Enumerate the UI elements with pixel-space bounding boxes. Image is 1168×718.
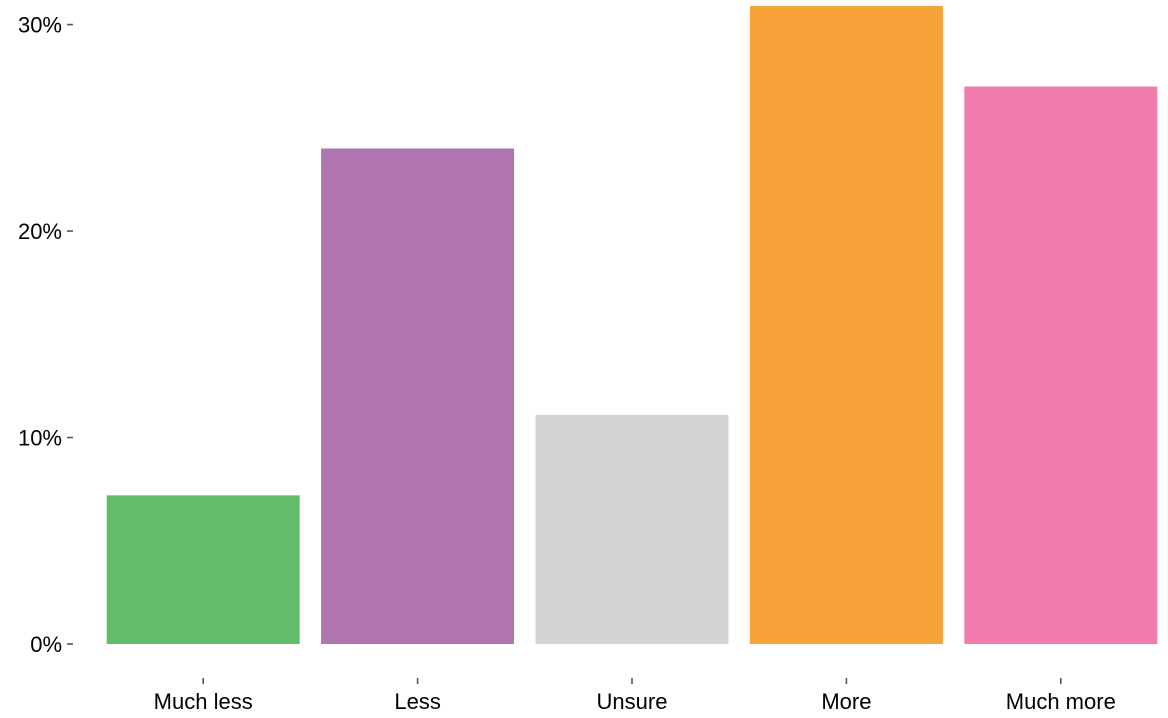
x-axis: Much less Less Unsure More Much more — [154, 678, 1116, 714]
bar-much-more — [964, 86, 1158, 644]
x-tick-label-less: Less — [394, 689, 440, 714]
y-axis: 0% 10% 20% 30% — [18, 13, 73, 657]
bar-more — [749, 6, 943, 644]
x-tick-label-unsure: Unsure — [597, 689, 668, 714]
bar-less — [321, 148, 515, 644]
bar-much-less — [106, 495, 300, 644]
y-tick-label-0: 0% — [30, 632, 62, 657]
bar-unsure — [535, 414, 729, 644]
x-tick-label-much-more: Much more — [1006, 689, 1116, 714]
y-tick-label-10: 10% — [18, 426, 62, 451]
bars-group — [106, 6, 1158, 644]
x-tick-label-more: More — [821, 689, 871, 714]
x-tick-label-much-less: Much less — [154, 689, 253, 714]
y-tick-label-20: 20% — [18, 219, 62, 244]
y-tick-label-30: 30% — [18, 13, 62, 38]
